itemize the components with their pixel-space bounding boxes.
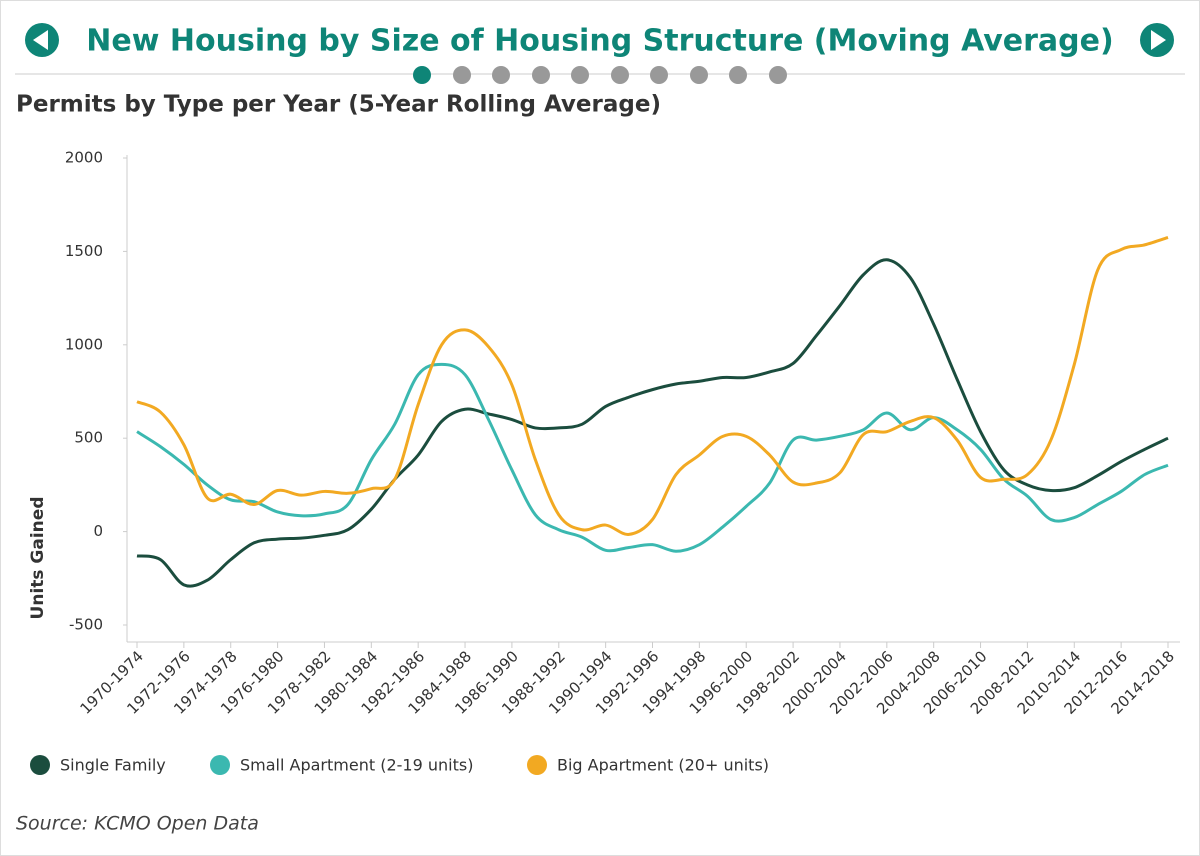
y-tick-label: 1500 [65, 242, 103, 260]
y-tick-label: 1000 [65, 335, 103, 353]
legend-swatch [30, 755, 50, 775]
legend-label: Big Apartment (20+ units) [557, 756, 769, 775]
legend-swatch [527, 755, 547, 775]
series-line [136, 362, 1169, 553]
y-tick-label: 0 [93, 522, 103, 540]
legend-label: Small Apartment (2-19 units) [240, 756, 473, 775]
y-tick-label: 2000 [65, 149, 103, 167]
next-button[interactable] [1140, 23, 1174, 57]
legend-swatch [210, 755, 230, 775]
slide-dots[interactable] [413, 66, 787, 84]
series-line [136, 235, 1169, 536]
y-tick-label: 500 [74, 429, 103, 447]
legend-label: Single Family [60, 756, 166, 775]
y-axis-label: Units Gained [28, 497, 48, 620]
page-title: New Housing by Size of Housing Structure… [86, 24, 1113, 59]
y-tick-label: -500 [69, 616, 103, 634]
source: Source: KCMO Open Data [16, 813, 259, 835]
chart-title: Permits by Type per Year (5-Year Rolling… [16, 92, 661, 118]
series-line [136, 258, 1169, 588]
prev-button[interactable] [25, 23, 59, 57]
